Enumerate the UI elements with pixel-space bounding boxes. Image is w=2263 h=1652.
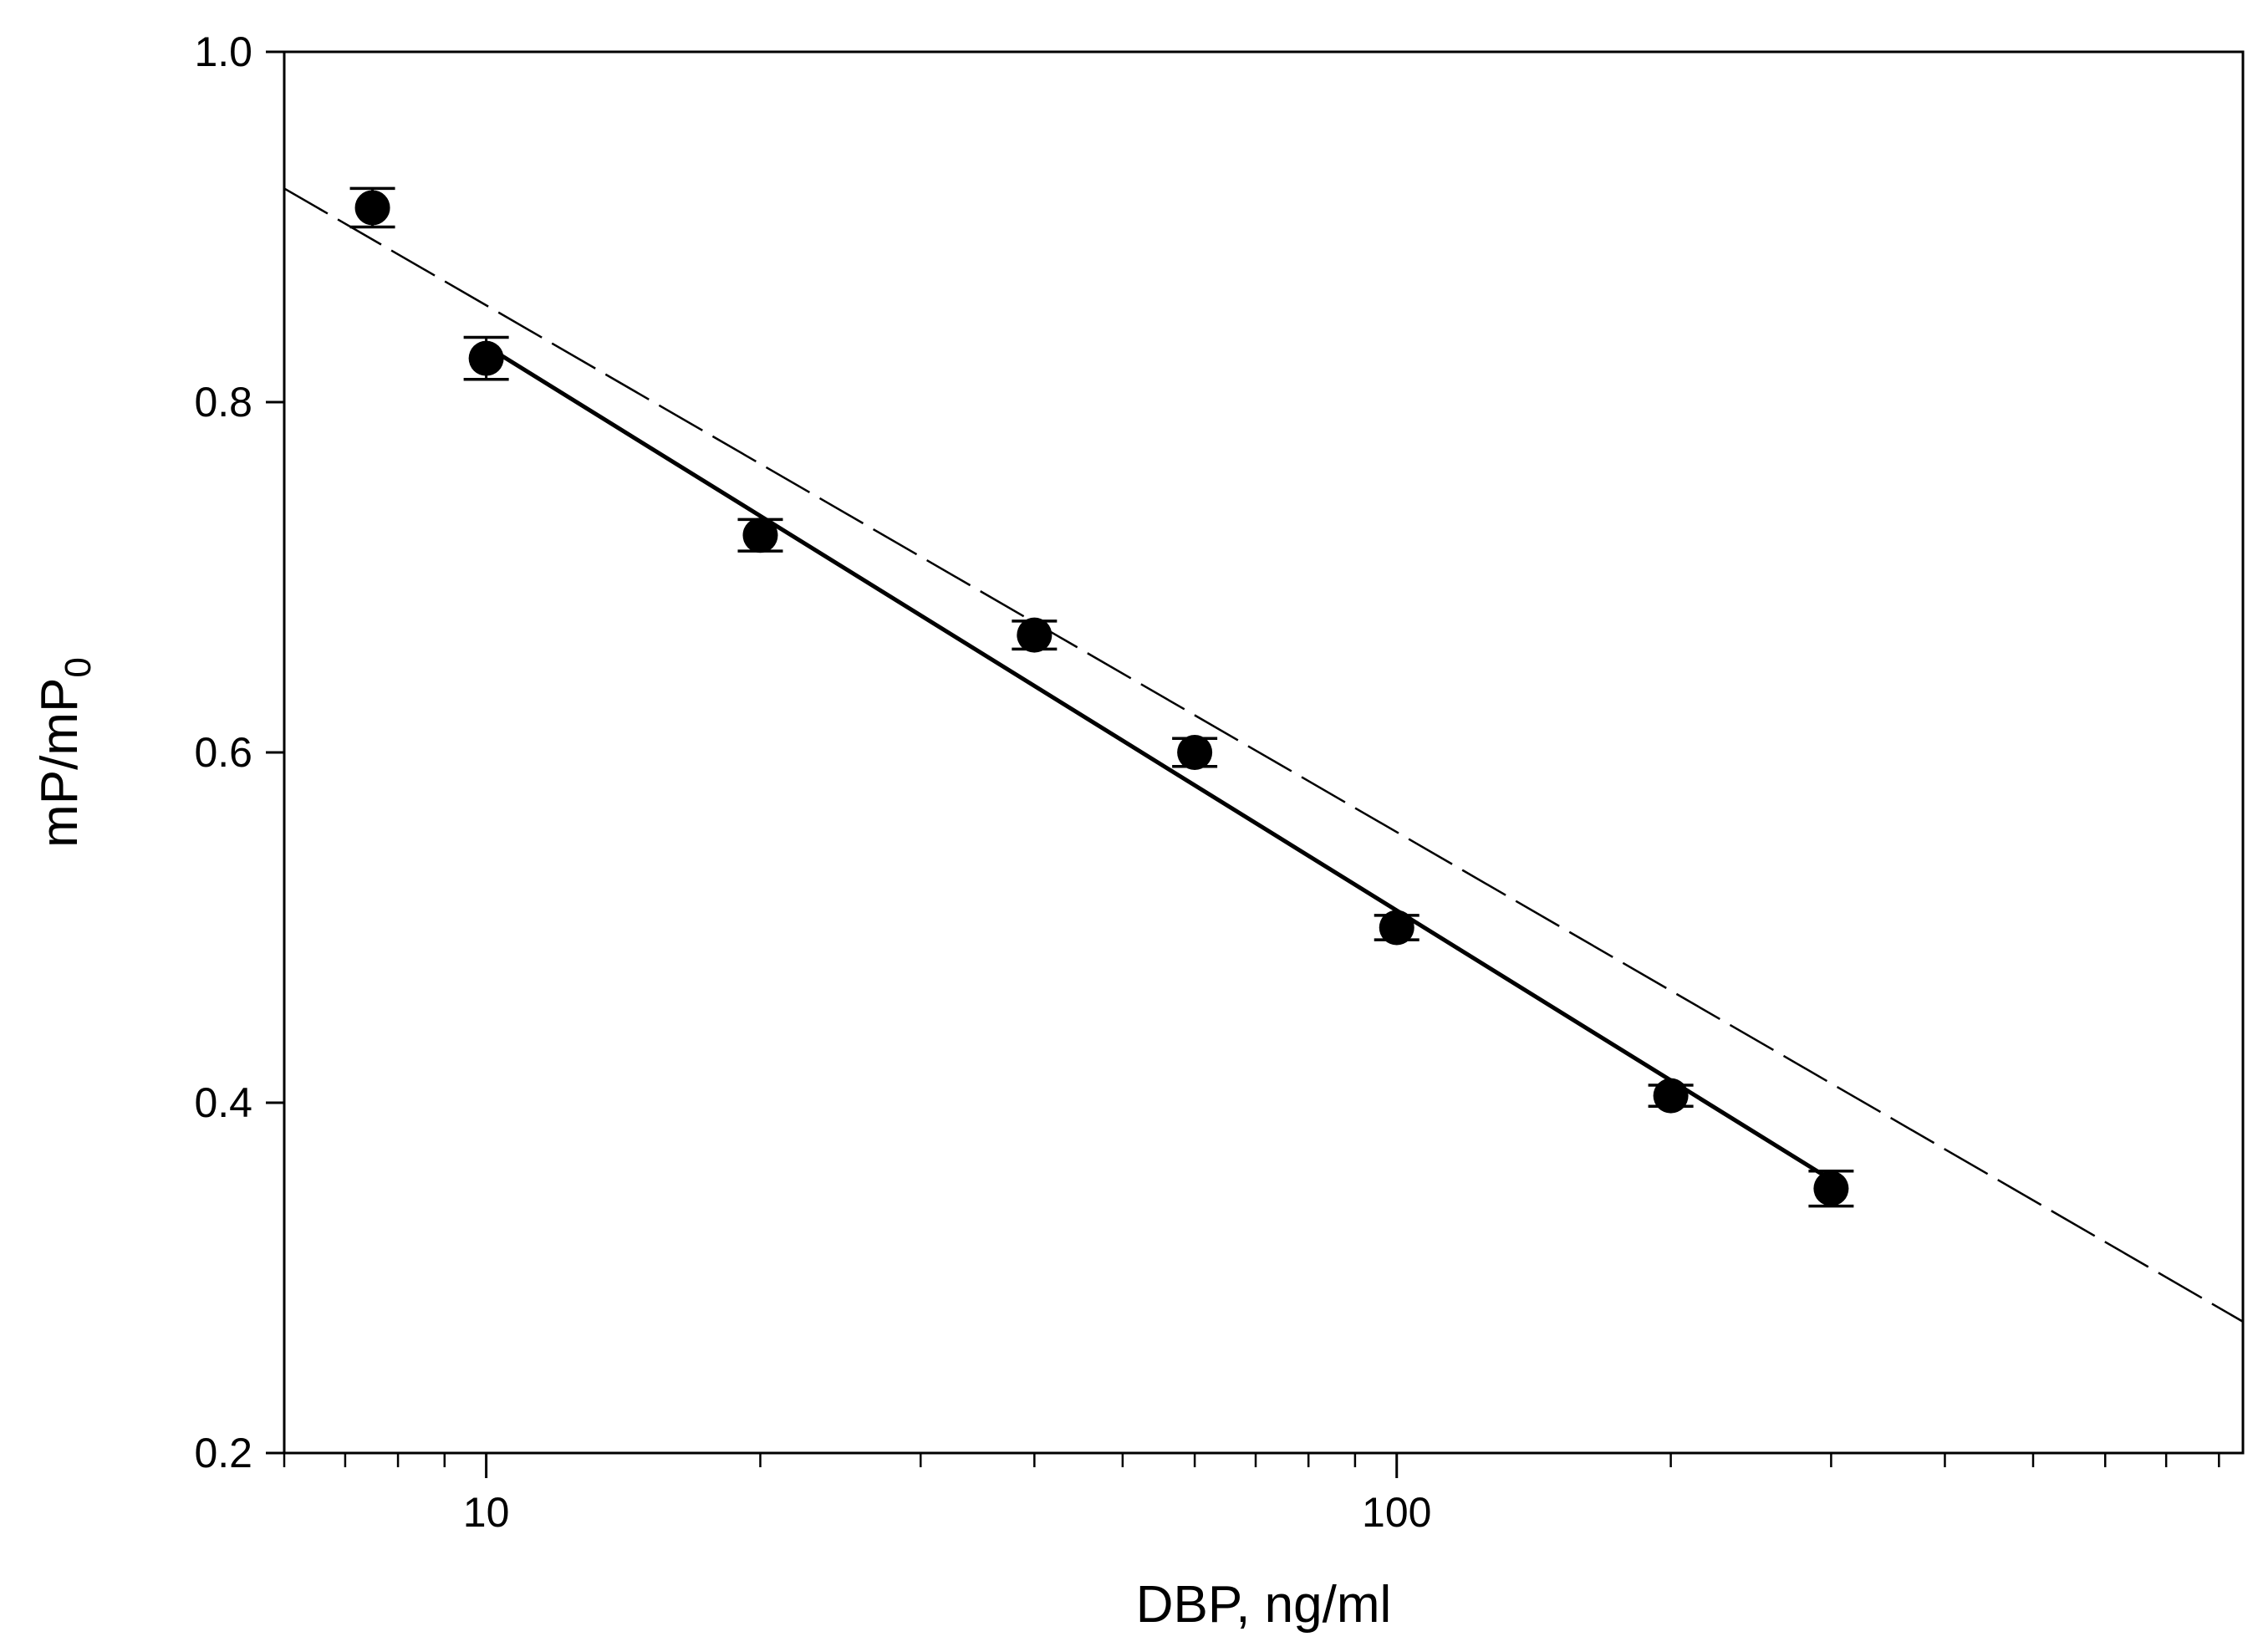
data-point (742, 518, 778, 553)
y-tick-label: 0.6 (194, 729, 252, 776)
fit-lines (283, 187, 2244, 1323)
y-axis-title: mP/mP0 (31, 657, 99, 848)
x-tick-label: 10 (463, 1489, 510, 1536)
data-point (1653, 1078, 1689, 1114)
y-tick-label: 1.0 (194, 28, 252, 75)
y-axis-title-subscript: 0 (58, 657, 99, 677)
dashed-fit-line (283, 187, 2244, 1323)
data-points (349, 186, 1854, 1208)
y-axis-title-main: mP/mP (31, 678, 89, 848)
data-point (354, 190, 390, 226)
y-tick-label: 0.4 (194, 1079, 252, 1126)
data-point (1017, 617, 1052, 653)
x-tick-label: 100 (1362, 1489, 1431, 1536)
y-tick-label: 0.8 (194, 379, 252, 426)
data-point (1379, 910, 1414, 946)
data-point (1813, 1170, 1849, 1206)
axes: 0.2 0.4 0.6 0.8 1.0 10 100 (194, 28, 2220, 1536)
y-tick-label: 0.2 (194, 1430, 252, 1476)
solid-fit-line (485, 344, 1832, 1182)
data-point (1177, 735, 1213, 770)
x-axis-title: DBP, ng/ml (1136, 1576, 1392, 1634)
plot-frame (283, 50, 2245, 1455)
data-point (468, 340, 504, 376)
